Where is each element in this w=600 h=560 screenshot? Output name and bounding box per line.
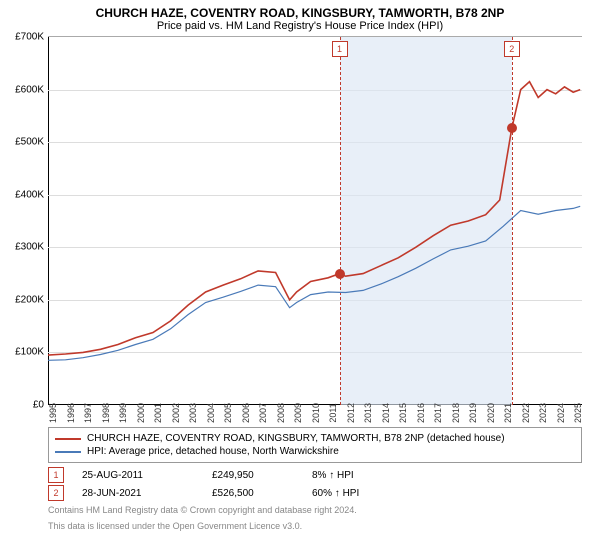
ytick-label: £500K	[0, 137, 44, 148]
xtick-label: 2003	[188, 403, 198, 423]
xtick-label: 2001	[153, 403, 163, 423]
xtick-label: 2025	[573, 403, 583, 423]
sale-delta: 60% ↑ HPI	[312, 488, 359, 499]
xtick-label: 2012	[346, 403, 356, 423]
ytick-label: £100K	[0, 347, 44, 358]
xtick-label: 2017	[433, 403, 443, 423]
legend-label: CHURCH HAZE, COVENTRY ROAD, KINGSBURY, T…	[87, 433, 505, 444]
series-line	[48, 82, 580, 355]
xtick-label: 2019	[468, 403, 478, 423]
xtick-label: 2022	[521, 403, 531, 423]
xtick-label: 2018	[451, 403, 461, 423]
xtick-label: 2015	[398, 403, 408, 423]
xtick-label: 2023	[538, 403, 548, 423]
legend-item: CHURCH HAZE, COVENTRY ROAD, KINGSBURY, T…	[55, 432, 575, 445]
xtick-label: 1999	[118, 403, 128, 423]
xtick-label: 2016	[416, 403, 426, 423]
sale-date: 25-AUG-2011	[82, 470, 212, 481]
ytick-label: £700K	[0, 32, 44, 43]
sale-marker	[507, 123, 517, 133]
ytick-label: £300K	[0, 242, 44, 253]
xtick-label: 2005	[223, 403, 233, 423]
legend-item: HPI: Average price, detached house, Nort…	[55, 445, 575, 458]
xtick-label: 1995	[48, 403, 58, 423]
footnote-licence: This data is licensed under the Open Gov…	[48, 521, 582, 533]
xtick-label: 2010	[311, 403, 321, 423]
ytick-label: £600K	[0, 84, 44, 95]
xtick-label: 2006	[241, 403, 251, 423]
xtick-label: 2020	[486, 403, 496, 423]
sale-index-box: 2	[48, 485, 64, 501]
ytick-label: £0	[0, 400, 44, 411]
sale-price: £526,500	[212, 488, 312, 499]
sale-marker	[335, 269, 345, 279]
sale-row: 2 28-JUN-2021£526,50060% ↑ HPI	[48, 485, 600, 501]
legend-label: HPI: Average price, detached house, Nort…	[87, 446, 339, 457]
footnote-copyright: Contains HM Land Registry data © Crown c…	[48, 505, 582, 517]
sale-index-box: 1	[48, 467, 64, 483]
ytick-label: £400K	[0, 189, 44, 200]
xtick-label: 1996	[66, 403, 76, 423]
xtick-label: 2024	[556, 403, 566, 423]
xtick-label: 1997	[83, 403, 93, 423]
sale-marker-box: 1	[332, 41, 348, 57]
xtick-label: 2000	[136, 403, 146, 423]
legend: CHURCH HAZE, COVENTRY ROAD, KINGSBURY, T…	[48, 427, 582, 463]
xtick-label: 2013	[363, 403, 373, 423]
series-lines	[48, 37, 582, 405]
xtick-label: 2009	[293, 403, 303, 423]
xtick-label: 2004	[206, 403, 216, 423]
xtick-label: 2002	[171, 403, 181, 423]
xtick-label: 1998	[101, 403, 111, 423]
sales-table: 1 25-AUG-2011£249,9508% ↑ HPI 2 28-JUN-2021…	[0, 467, 600, 501]
series-line	[48, 206, 580, 360]
ytick-label: £200K	[0, 294, 44, 305]
sale-row: 1 25-AUG-2011£249,9508% ↑ HPI	[48, 467, 600, 483]
xtick-label: 2014	[381, 403, 391, 423]
chart-title: CHURCH HAZE, COVENTRY ROAD, KINGSBURY, T…	[0, 0, 600, 20]
sale-date: 28-JUN-2021	[82, 488, 212, 499]
chart-subtitle: Price paid vs. HM Land Registry's House …	[0, 20, 600, 36]
sale-delta: 8% ↑ HPI	[312, 470, 354, 481]
xtick-label: 2011	[328, 403, 338, 422]
chart-plot-area: 12 £0£100K£200K£300K£400K£500K£600K£700K…	[48, 36, 582, 405]
sale-marker-box: 2	[504, 41, 520, 57]
xtick-label: 2007	[258, 403, 268, 423]
xtick-label: 2021	[503, 403, 513, 423]
sale-price: £249,950	[212, 470, 312, 481]
xtick-label: 2008	[276, 403, 286, 423]
